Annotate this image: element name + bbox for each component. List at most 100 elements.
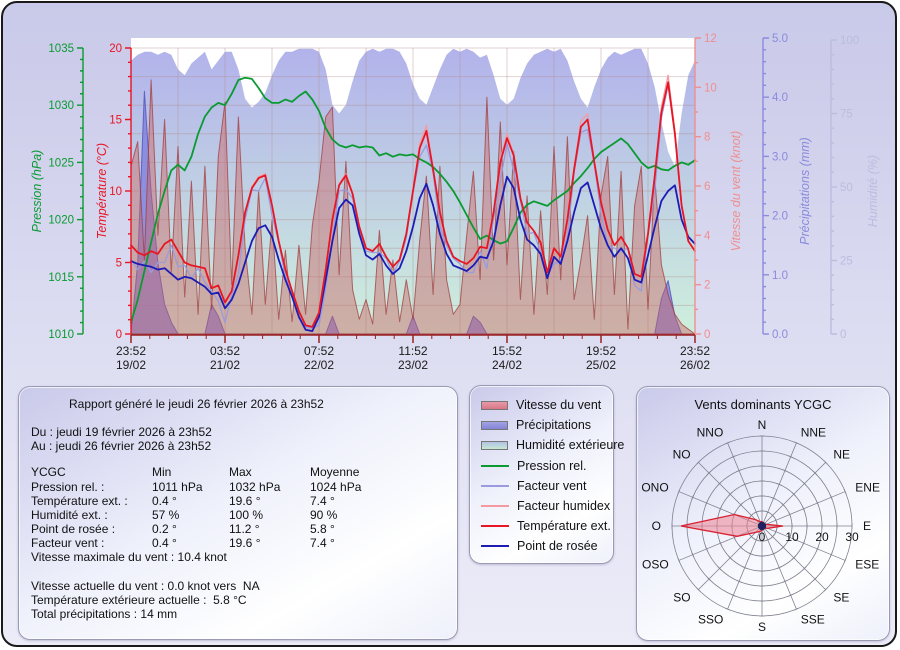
tick-label: 1030 [48, 100, 74, 112]
legend-label: Vitesse du vent [516, 398, 602, 413]
stats-row: Humidité ext. : 57 % 100 % 90 % [19, 508, 457, 522]
rose-spoke-tick [802, 566, 807, 571]
stats-row-cell: 11.2 ° [229, 522, 260, 536]
x-tick-date: 25/02 [586, 358, 616, 372]
rose-spoke-tick [753, 538, 759, 542]
legend-swatch-line [481, 505, 509, 508]
rose-spoke-tick [829, 552, 833, 558]
series-vitesse-du-vent [130, 79, 696, 335]
wind-rose-title: Vents dominants YCGC [694, 397, 832, 412]
legend-swatch-line [481, 545, 509, 548]
stats-row-cell: 90 % [310, 508, 338, 522]
tick-label: 100 [840, 35, 859, 47]
tick-label: 0 [840, 329, 846, 341]
x-tick-date: 21/02 [210, 358, 240, 372]
rose-spoke-tick [802, 540, 805, 546]
tick-label: 10 [704, 82, 717, 94]
legend-label: Pression rel. [517, 458, 587, 473]
rose-scale-label: 0 [759, 530, 766, 544]
legend-swatch-line [481, 484, 509, 487]
rose-spoke-tick [691, 552, 695, 558]
stats-row-cell: Température ext. : [31, 494, 128, 508]
rose-direction-label: NNO [697, 426, 724, 440]
rose-spoke-tick [696, 587, 701, 592]
rose-spoke-tick [736, 469, 742, 472]
rose-spoke-tick [829, 494, 833, 500]
rose-spoke-tick [742, 483, 748, 486]
rose-spoke-tick [816, 500, 819, 506]
rose-spoke-tick [802, 481, 807, 486]
report-summary-panel: Rapport généré le jeudi 26 février 2026 … [18, 386, 458, 640]
rose-spoke-tick [781, 545, 786, 550]
rose-spoke-tick [788, 455, 794, 459]
series-lines [130, 74, 696, 335]
rose-spoke-tick [705, 546, 708, 552]
stats-header-row-cell: Max [229, 465, 252, 479]
axis-vent [694, 37, 701, 335]
stats-row-cell: 57 % [152, 508, 180, 522]
rose-spoke-tick [725, 441, 731, 445]
series-temperature-ext [130, 81, 696, 328]
legend-label: Point de rosée [517, 539, 598, 554]
rose-spoke-tick [749, 513, 754, 518]
rose-direction-label: NO [673, 448, 691, 462]
axis-humidite [830, 39, 837, 335]
rose-spoke-tick [788, 534, 792, 541]
stats-row: Température ext. : 0.4 ° 19.6 ° 7.4 ° [19, 494, 457, 508]
legend-item: Vitesse du vent [470, 395, 613, 415]
rose-spoke-tick [747, 552, 754, 556]
tick-label: 50 [840, 182, 853, 194]
rose-direction-label: SE [833, 590, 849, 604]
stats-row-cell: 1011 hPa [152, 480, 203, 494]
stats-header-row: YCGC Min Max Moyenne [19, 465, 457, 479]
stats-row-cell: 1024 hPa [310, 480, 362, 494]
rose-spoke-tick [802, 506, 805, 512]
stats-header-row-cell: Min [152, 465, 172, 479]
stats-row-cell: 7.4 ° [310, 536, 335, 550]
stats-row-cell: 100 % [229, 508, 264, 522]
rose-spoke-tick [677, 557, 681, 563]
rose-spoke-tick [706, 470, 712, 476]
axis-precipitations-labels: 0.0 1.0 2.0 3.0 4.0 5.0 [772, 33, 788, 341]
axis-pression [77, 47, 84, 335]
rose-direction-label: E [863, 519, 871, 533]
series-point-de-rosee [130, 175, 696, 332]
wind-rose-panel: Vents dominants YCGC N NNE NE ENE E ESE SE SSE S… [636, 386, 890, 641]
rose-spoke-tick [730, 593, 736, 597]
x-tick-date: 22/02 [304, 358, 334, 372]
chart-legend-panel: Vitesse du vent Précipitations Humidité ex… [469, 385, 624, 564]
rose-spoke-tick [788, 593, 794, 597]
rose-spoke-tick [770, 534, 775, 539]
axis-temperature-title: Température (°C) [95, 143, 109, 239]
axis-x-labels: 23:5219/0203:5221/0207:5222/0211:5223/02… [116, 344, 710, 372]
legend-label: Facteur vent [517, 478, 587, 493]
legend-item: Point de rosée [470, 536, 613, 556]
wind-rose-diagram: N NNE NE ENE E ESE SE SSE S SSO SO OSO O ONO NO NNO 0 10 2… [641, 418, 880, 634]
rose-spoke-tick [791, 492, 796, 497]
rose-direction-label: SSO [698, 612, 723, 626]
rose-spoke-tick [770, 552, 777, 556]
tick-label: 1015 [48, 272, 74, 284]
tick-label: 5.0 [772, 33, 788, 45]
rose-spoke-tick [719, 540, 722, 546]
x-tick-date: 23/02 [398, 358, 428, 372]
axis-vent-title: Vitesse du vent (knot) [729, 131, 743, 252]
legend-item: Facteur vent [470, 476, 613, 496]
rose-spoke-tick [776, 483, 782, 486]
rose-spoke-tick [728, 492, 733, 497]
x-tick-time: 11:52 [398, 344, 427, 358]
rose-scale-labels: 0 10 20 30 [759, 530, 859, 544]
legend-label: Humidité extérieure [516, 438, 625, 453]
x-tick-time: 15:52 [492, 344, 522, 358]
stats-row-cell: Facteur vent : [31, 536, 105, 550]
rose-spoke-tick [691, 494, 695, 500]
axis-temperature [125, 47, 132, 335]
series-pression-rel [130, 76, 696, 324]
legend-label: Facteur humidex [517, 499, 611, 514]
axis-pression-labels: 1010 1015 1020 1025 1030 1035 [48, 43, 74, 341]
rose-spoke-tick [812, 470, 818, 476]
stats-row: Point de rosée : 0.2 ° 11.2 ° 5.8 ° [19, 522, 457, 536]
rose-spoke-tick [791, 555, 796, 560]
axis-temperature-labels: 0 5 10 15 20 [109, 43, 122, 341]
